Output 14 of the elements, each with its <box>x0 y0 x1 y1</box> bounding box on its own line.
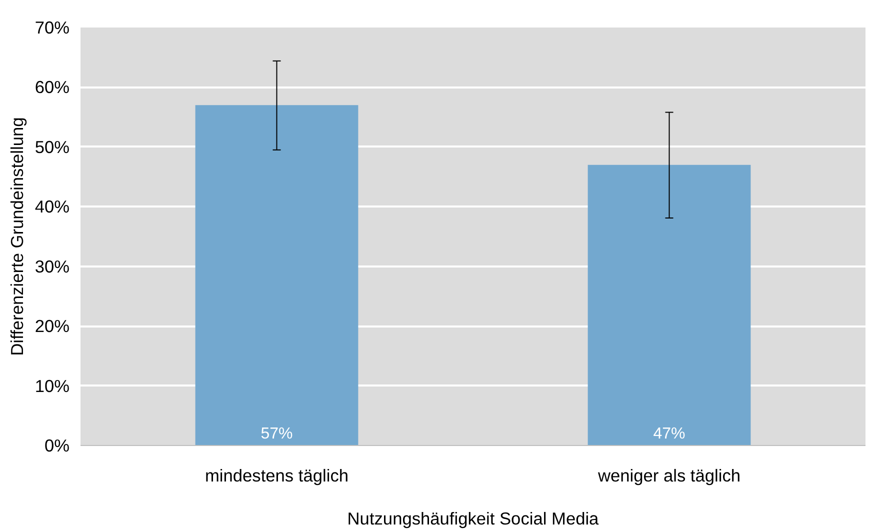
y-tick-label: 60% <box>34 77 70 98</box>
y-tick-label: 50% <box>34 136 70 157</box>
data-label: 47% <box>653 426 686 442</box>
y-tick-label: 0% <box>44 436 70 456</box>
y-tick-label: 40% <box>34 196 70 217</box>
y-tick-label: 70% <box>34 18 70 38</box>
x-axis-title: Nutzungshäufigkeit Social Media <box>347 508 600 528</box>
data-label: 57% <box>260 426 293 442</box>
x-tick-label: weniger als täglich <box>596 466 741 486</box>
y-tick-label: 30% <box>34 256 70 276</box>
x-tick-label: mindestens täglich <box>204 466 349 486</box>
y-axis-title: Differenzierte Grundeinstellung <box>6 117 27 356</box>
y-tick-label: 20% <box>34 316 70 336</box>
y-tick-label: 10% <box>34 376 70 396</box>
